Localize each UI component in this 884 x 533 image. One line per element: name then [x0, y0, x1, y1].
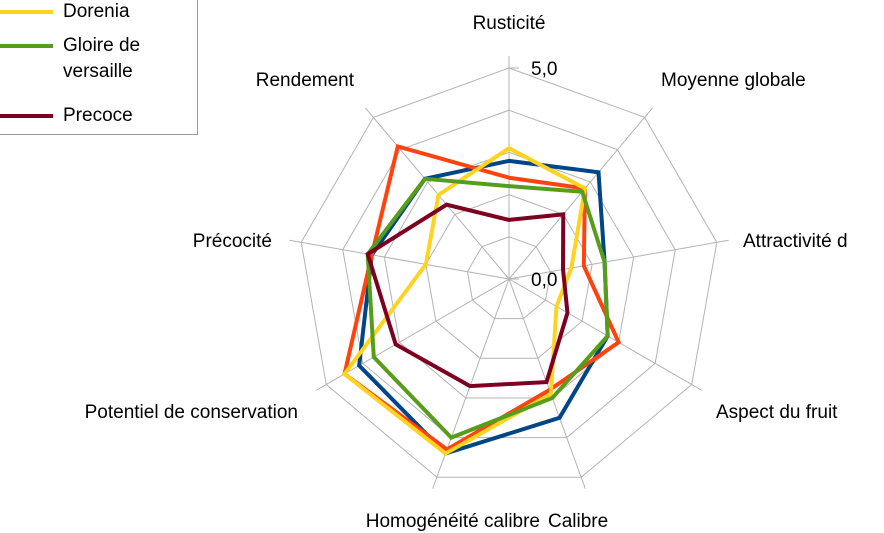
category-label: Potentiel de conservation	[85, 402, 298, 423]
category-label: Aspect du fruit	[716, 402, 838, 423]
grid-ring	[383, 151, 635, 399]
grid-ring	[466, 236, 552, 320]
series-line	[365, 176, 610, 440]
grid-ring	[300, 67, 718, 478]
spoke	[289, 239, 510, 280]
grid-ring	[342, 109, 676, 439]
legend-label: Dorenia	[63, 1, 130, 22]
category-label: Rendement	[256, 70, 355, 91]
category-label: Moyenne globale	[661, 70, 806, 91]
r-tick-label: 5,0	[531, 59, 557, 80]
category-label: Rusticité	[473, 13, 546, 34]
series-line	[365, 202, 570, 389]
category-label: Homogénéité calibre	[366, 511, 540, 532]
category-label: Attractivité d	[743, 231, 848, 252]
legend-swatch	[0, 44, 53, 48]
r-tick-label: 0,0	[531, 270, 557, 291]
category-label: Précocité	[193, 231, 272, 252]
legend-swatch	[0, 10, 53, 14]
series-line	[341, 145, 588, 456]
legend-swatch	[0, 114, 53, 118]
category-label: Calibre	[548, 511, 608, 532]
spoke	[508, 278, 703, 391]
legend-label: Gloire de versaille	[63, 35, 141, 82]
legend-label: Precoce	[63, 105, 133, 126]
spoke	[508, 239, 729, 280]
legend: Dorenia Gloire de versaille Precoce	[0, 0, 198, 135]
